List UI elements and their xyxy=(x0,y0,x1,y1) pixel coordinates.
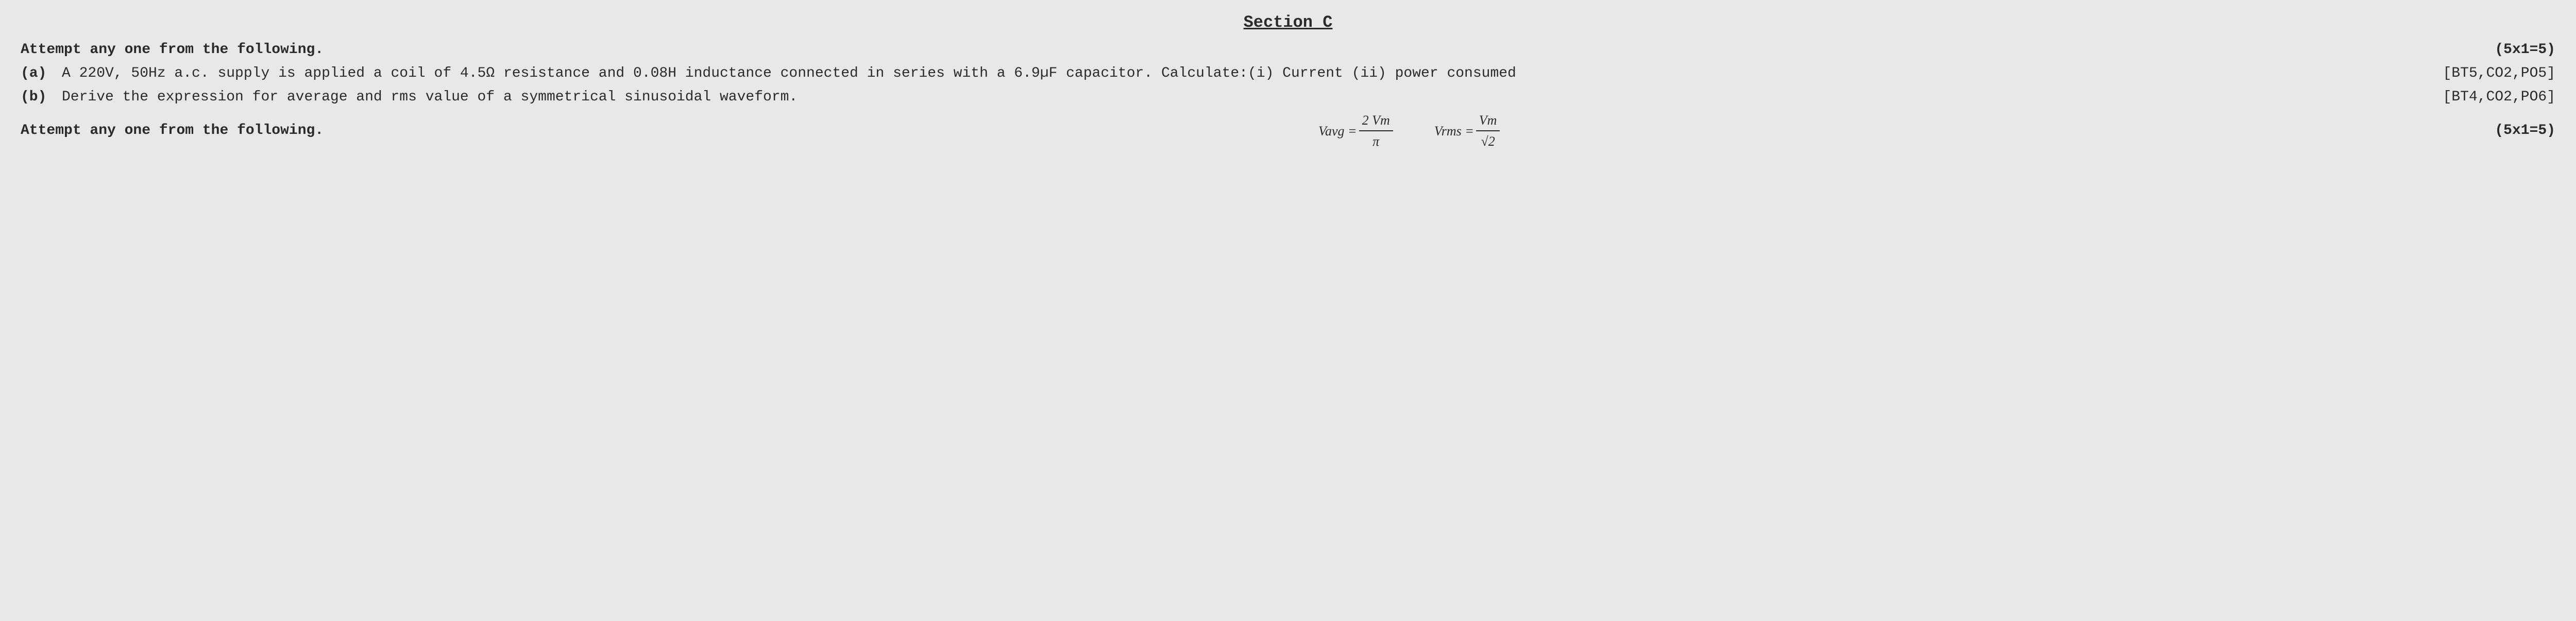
question-b-body: Derive the expression for average and rm… xyxy=(62,87,2555,108)
instruction-row-1: Attempt any one from the following. (5x1… xyxy=(21,39,2555,61)
question-a-tag: [BT5,CO2,PO5] xyxy=(2443,63,2555,84)
formula-vavg-num: 2 Vm xyxy=(1359,110,1393,131)
formula-vavg: Vavg = 2 Vm π xyxy=(1318,110,1393,151)
instruction-text-2: Attempt any one from the following. xyxy=(21,120,324,142)
marks-1: (5x1=5) xyxy=(2495,39,2555,61)
formula-vrms-den: √2 xyxy=(1478,131,1498,151)
question-a-label: (a) xyxy=(21,63,62,84)
section-title: Section C xyxy=(21,10,2555,35)
handwritten-formulas: Vavg = 2 Vm π Vrms = Vm √2 xyxy=(1318,110,1500,151)
question-a-text: A 220V, 50Hz a.c. supply is applied a co… xyxy=(62,65,1516,81)
question-a: (a) A 220V, 50Hz a.c. supply is applied … xyxy=(21,63,2555,84)
question-b-text: Derive the expression for average and rm… xyxy=(62,89,798,105)
marks-2: (5x1=5) xyxy=(2495,120,2555,142)
question-a-body: A 220V, 50Hz a.c. supply is applied a co… xyxy=(62,63,2555,84)
question-b-tag: [BT4,CO2,PO6] xyxy=(2443,87,2555,108)
instruction-row-2: Attempt any one from the following. Vavg… xyxy=(21,110,2555,151)
formula-vavg-den: π xyxy=(1369,131,1382,151)
instruction-text-1: Attempt any one from the following. xyxy=(21,39,324,61)
formula-vrms: Vrms = Vm √2 xyxy=(1434,110,1500,151)
formula-vrms-lhs: Vrms = xyxy=(1434,121,1474,141)
formula-vrms-frac: Vm √2 xyxy=(1476,110,1500,151)
formula-vavg-frac: 2 Vm π xyxy=(1359,110,1393,151)
formula-vavg-lhs: Vavg = xyxy=(1318,121,1357,141)
formula-vrms-num: Vm xyxy=(1476,110,1500,131)
question-b-label: (b) xyxy=(21,87,62,108)
question-b: (b) Derive the expression for average an… xyxy=(21,87,2555,108)
